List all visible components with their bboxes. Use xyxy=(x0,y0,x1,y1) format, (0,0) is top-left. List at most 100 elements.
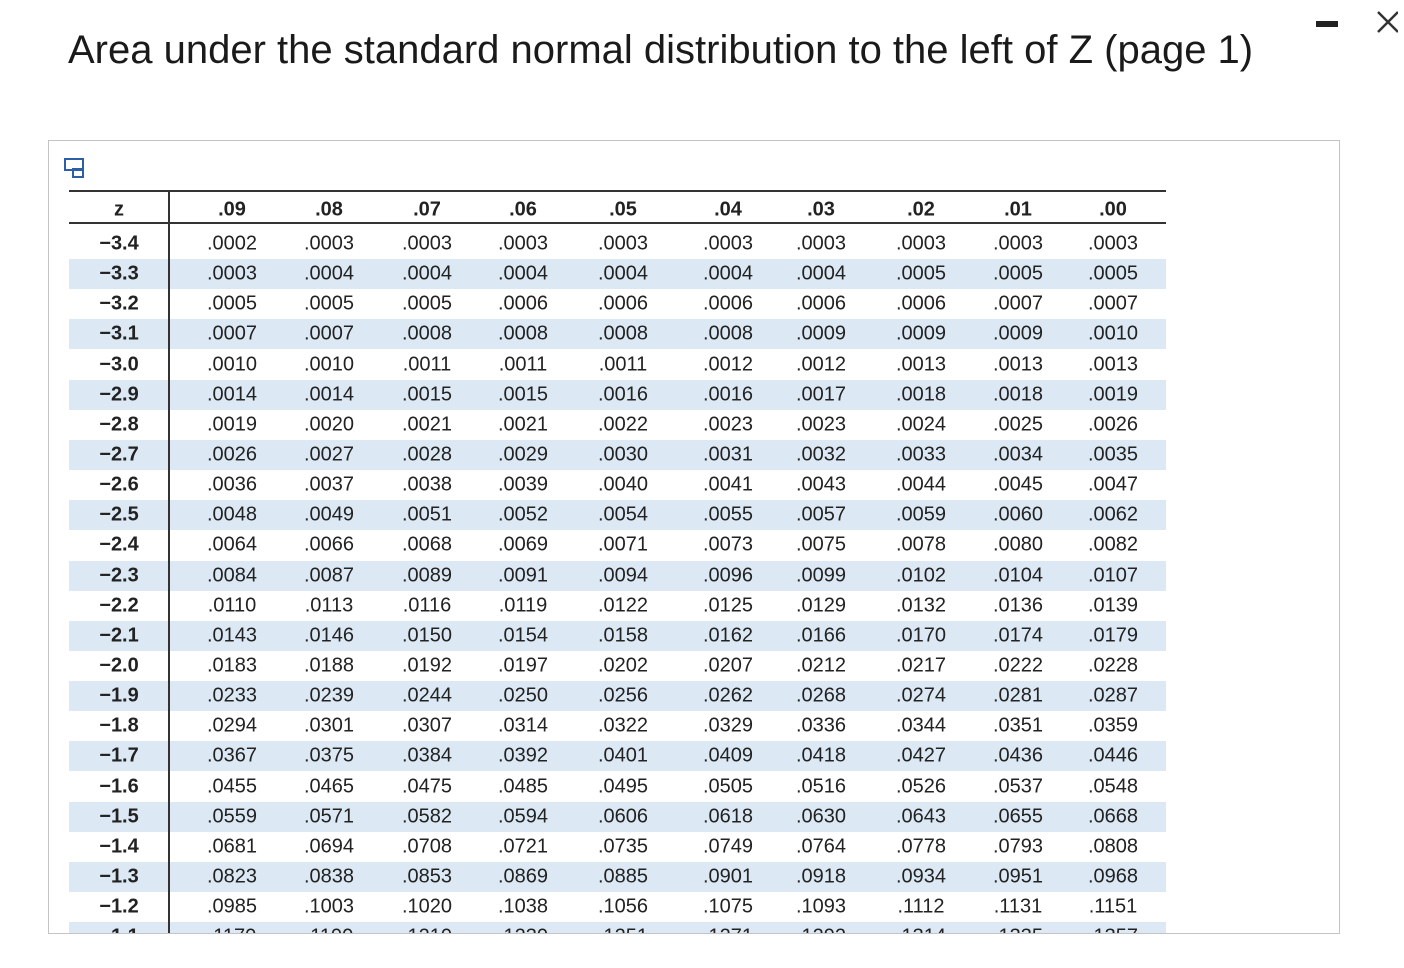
probability-cell: .1314 xyxy=(896,926,946,933)
probability-cell: .0014 xyxy=(206,383,258,406)
probability-cell: .0062 xyxy=(1087,503,1139,526)
probability-cell: .0028 xyxy=(401,443,453,466)
probability-cell: .0119 xyxy=(498,594,548,617)
probability-cell: .0082 xyxy=(1087,533,1139,556)
probability-cell: .0314 xyxy=(497,714,549,737)
z-value: −2.6 xyxy=(99,473,139,496)
probability-cell: .0009 xyxy=(992,322,1044,345)
probability-cell: .0064 xyxy=(206,533,258,556)
probability-cell: .0694 xyxy=(303,835,355,858)
probability-cell: .0040 xyxy=(597,473,649,496)
probability-cell: .0307 xyxy=(401,714,453,737)
probability-cell: .0099 xyxy=(795,564,847,587)
probability-cell: .0174 xyxy=(992,624,1044,647)
probability-cell: .0032 xyxy=(795,443,847,466)
probability-cell: .1003 xyxy=(303,895,355,918)
probability-cell: .0359 xyxy=(1087,714,1139,737)
probability-cell: .0003 xyxy=(597,232,649,255)
row-stripe xyxy=(69,259,1166,290)
probability-cell: .0166 xyxy=(795,624,847,647)
z-value: −1.8 xyxy=(99,714,139,737)
row-stripe xyxy=(69,500,1166,531)
probability-cell: .0392 xyxy=(497,744,549,767)
probability-cell: .0010 xyxy=(1087,322,1139,345)
probability-cell: .0084 xyxy=(206,564,258,587)
probability-cell: .0039 xyxy=(497,473,549,496)
probability-cell: .1093 xyxy=(795,895,847,918)
probability-cell: .0047 xyxy=(1087,473,1139,496)
probability-cell: .0073 xyxy=(702,533,754,556)
probability-cell: .0096 xyxy=(702,564,754,587)
probability-cell: .0150 xyxy=(401,624,453,647)
probability-cell: .0239 xyxy=(303,684,355,707)
probability-cell: .0188 xyxy=(303,654,355,677)
z-value: −1.9 xyxy=(99,684,139,707)
z-value: −3.0 xyxy=(99,353,139,376)
probability-cell: .0427 xyxy=(895,744,947,767)
probability-cell: .0004 xyxy=(401,262,453,285)
probability-cell: .0630 xyxy=(795,805,847,828)
probability-cell: .0104 xyxy=(992,564,1044,587)
probability-cell: .0008 xyxy=(497,322,549,345)
probability-cell: .0007 xyxy=(1087,292,1139,315)
z-value: −3.1 xyxy=(99,322,139,345)
probability-cell: .0011 xyxy=(498,353,548,376)
probability-cell: .0005 xyxy=(895,262,947,285)
probability-cell: .1357 xyxy=(1088,926,1138,933)
probability-cell: .0107 xyxy=(1087,564,1139,587)
probability-cell: .0052 xyxy=(497,503,549,526)
probability-cell: .0012 xyxy=(795,353,847,376)
probability-cell: .0901 xyxy=(702,865,754,888)
probability-cell: .0823 xyxy=(206,865,258,888)
probability-cell: .1056 xyxy=(597,895,649,918)
z-column-rule xyxy=(168,190,170,933)
probability-cell: .0026 xyxy=(206,443,258,466)
probability-cell: .0016 xyxy=(597,383,649,406)
probability-cell: .0004 xyxy=(597,262,649,285)
copy-icon[interactable] xyxy=(63,157,89,181)
probability-cell: .0606 xyxy=(597,805,649,828)
probability-cell: .0495 xyxy=(597,775,649,798)
probability-cell: .0455 xyxy=(206,775,258,798)
probability-cell: .0006 xyxy=(795,292,847,315)
probability-cell: .0146 xyxy=(303,624,355,647)
probability-cell: .0043 xyxy=(795,473,847,496)
probability-cell: .0446 xyxy=(1087,744,1139,767)
probability-cell: .0013 xyxy=(895,353,947,376)
probability-cell: .0505 xyxy=(702,775,754,798)
minimize-button[interactable] xyxy=(1316,21,1338,27)
probability-cell: .0537 xyxy=(992,775,1044,798)
close-button[interactable] xyxy=(1377,11,1398,33)
probability-cell: .0035 xyxy=(1087,443,1139,466)
probability-cell: .0287 xyxy=(1087,684,1139,707)
probability-cell: .0294 xyxy=(206,714,258,737)
probability-cell: .1210 xyxy=(402,926,452,933)
column-header: .02 xyxy=(907,198,935,221)
z-value: −2.0 xyxy=(99,654,139,677)
probability-cell: .0031 xyxy=(702,443,754,466)
probability-cell: .0436 xyxy=(992,744,1044,767)
z-value: −2.4 xyxy=(99,533,139,556)
probability-cell: .0668 xyxy=(1087,805,1139,828)
probability-cell: .0013 xyxy=(992,353,1044,376)
probability-cell: .0015 xyxy=(401,383,453,406)
probability-cell: .0281 xyxy=(992,684,1044,707)
probability-cell: .0003 xyxy=(303,232,355,255)
probability-cell: .0009 xyxy=(795,322,847,345)
row-stripe xyxy=(69,681,1166,712)
probability-cell: .0262 xyxy=(702,684,754,707)
probability-cell: .0022 xyxy=(597,413,649,436)
probability-cell: .0003 xyxy=(992,232,1044,255)
probability-cell: .0250 xyxy=(497,684,549,707)
probability-cell: .0089 xyxy=(401,564,453,587)
probability-cell: .0192 xyxy=(401,654,453,677)
probability-cell: .0154 xyxy=(497,624,549,647)
probability-cell: .0045 xyxy=(992,473,1044,496)
probability-cell: .0548 xyxy=(1087,775,1139,798)
probability-cell: .1131 xyxy=(993,895,1043,918)
probability-cell: .0582 xyxy=(401,805,453,828)
probability-cell: .0571 xyxy=(303,805,355,828)
row-stripe xyxy=(69,319,1166,350)
probability-cell: .0212 xyxy=(795,654,847,677)
probability-cell: .0012 xyxy=(702,353,754,376)
